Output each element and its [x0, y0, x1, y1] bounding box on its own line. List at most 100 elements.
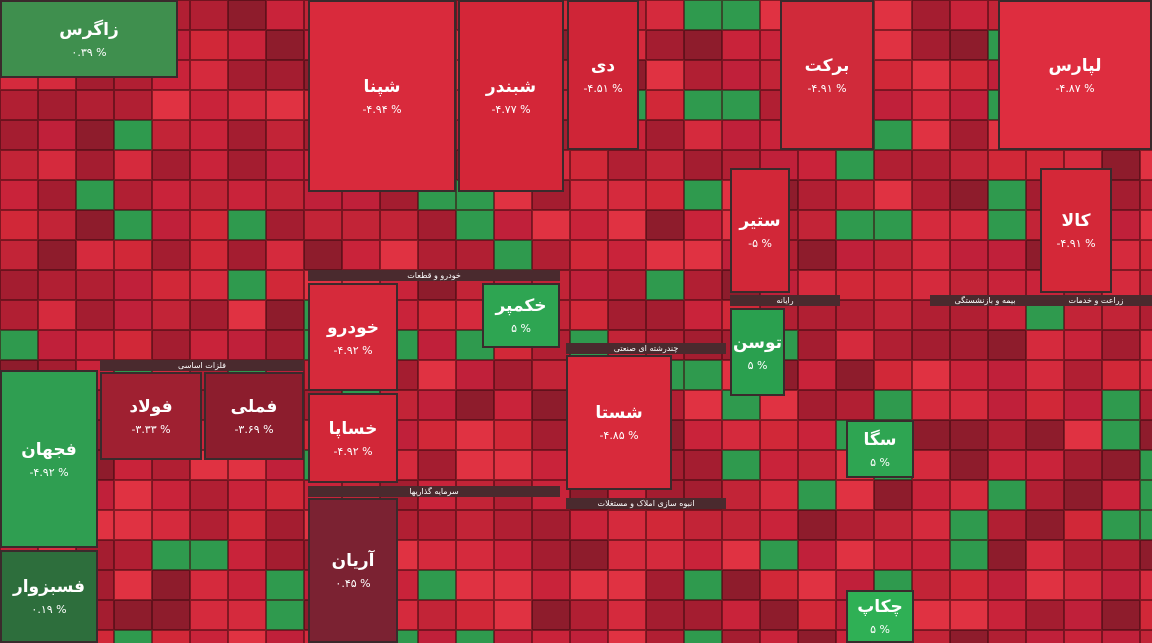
heat-cell	[418, 510, 456, 540]
heat-cell	[798, 150, 836, 180]
heat-cell	[874, 90, 912, 120]
heat-cell	[646, 30, 684, 60]
heat-cell	[1140, 450, 1152, 480]
heat-cell	[912, 30, 950, 60]
heat-cell	[190, 630, 228, 643]
heat-cell	[760, 450, 798, 480]
heat-cell	[608, 180, 646, 210]
heat-cell	[874, 510, 912, 540]
heat-cell	[570, 240, 608, 270]
heat-cell	[798, 360, 836, 390]
sector-label: انبوه سازی املاک و مستغلات	[566, 498, 726, 509]
change: ۵ %	[511, 322, 531, 335]
heat-cell	[760, 600, 798, 630]
heat-cell	[114, 150, 152, 180]
heat-cell	[190, 270, 228, 300]
heat-cell	[190, 120, 228, 150]
heat-cell	[418, 570, 456, 600]
heat-cell	[228, 540, 266, 570]
heat-cell	[874, 30, 912, 60]
ticker: خکمپر	[495, 296, 547, 316]
change: -۴.۹۲ %	[333, 343, 373, 357]
heat-cell	[190, 540, 228, 570]
heat-cell	[190, 30, 228, 60]
ticker: چکاپ	[857, 597, 903, 617]
heat-cell	[950, 570, 988, 600]
heat-cell	[874, 120, 912, 150]
heat-cell	[1064, 330, 1102, 360]
heat-cell	[798, 210, 836, 240]
heat-cell	[646, 300, 684, 330]
heat-cell	[722, 0, 760, 30]
heat-cell	[798, 420, 836, 450]
heat-cell	[874, 240, 912, 270]
heat-cell	[0, 180, 38, 210]
heat-cell	[950, 480, 988, 510]
heat-cell	[760, 510, 798, 540]
heat-cell	[912, 420, 950, 450]
heat-cell	[912, 240, 950, 270]
heat-cell	[114, 480, 152, 510]
heat-cell	[228, 30, 266, 60]
heat-cell	[722, 630, 760, 643]
heat-cell	[798, 510, 836, 540]
heat-cell	[494, 390, 532, 420]
heat-cell	[836, 150, 874, 180]
heat-cell	[646, 150, 684, 180]
stock-tile: لپارس -۴.۸۷ %	[998, 0, 1152, 150]
heat-cell	[266, 540, 304, 570]
heat-cell	[1140, 390, 1152, 420]
heat-cell	[722, 120, 760, 150]
heat-cell	[836, 360, 874, 390]
heat-cell	[950, 360, 988, 390]
heat-cell	[0, 150, 38, 180]
heat-cell	[760, 420, 798, 450]
heat-cell	[38, 180, 76, 210]
heat-cell	[418, 390, 456, 420]
stock-tile: شستا -۴.۸۵ %	[566, 355, 672, 490]
heat-cell	[190, 0, 228, 30]
heat-cell	[1026, 510, 1064, 540]
heat-cell	[266, 210, 304, 240]
heat-cell	[0, 210, 38, 240]
heat-cell	[152, 570, 190, 600]
heat-cell	[646, 120, 684, 150]
heat-cell	[646, 570, 684, 600]
heat-cell	[988, 420, 1026, 450]
heat-cell	[418, 420, 456, 450]
heat-cell	[722, 60, 760, 90]
heat-cell	[988, 330, 1026, 360]
heat-cell	[874, 360, 912, 390]
heat-cell	[114, 240, 152, 270]
heat-cell	[494, 420, 532, 450]
sector-label: بیمه و بازنشستگی	[930, 295, 1040, 306]
heat-cell	[912, 330, 950, 360]
heat-cell	[722, 90, 760, 120]
heat-cell	[190, 480, 228, 510]
heat-cell	[76, 120, 114, 150]
heat-cell	[950, 420, 988, 450]
heat-cell	[874, 180, 912, 210]
change: -۴.۵۱ %	[583, 81, 623, 95]
heat-cell	[912, 510, 950, 540]
stock-tile: برکت -۴.۹۱ %	[780, 0, 874, 150]
heat-cell	[494, 210, 532, 240]
heat-cell	[912, 360, 950, 390]
heat-cell	[798, 390, 836, 420]
change: -۳.۳۳ %	[131, 422, 171, 436]
stock-tile: فسبزوار ۰.۱۹ %	[0, 550, 98, 643]
heat-cell	[1064, 360, 1102, 390]
heat-cell	[76, 210, 114, 240]
sector-label: زراعت و خدمات	[1040, 295, 1152, 306]
heat-cell	[228, 150, 266, 180]
heat-cell	[1064, 480, 1102, 510]
heat-cell	[874, 270, 912, 300]
stock-tile: دی -۴.۵۱ %	[567, 0, 639, 150]
heat-cell	[798, 240, 836, 270]
heat-cell	[266, 0, 304, 30]
heat-cell	[532, 540, 570, 570]
heat-cell	[494, 570, 532, 600]
heat-cell	[228, 90, 266, 120]
heat-cell	[874, 210, 912, 240]
stock-tile: خودرو -۴.۹۲ %	[308, 283, 398, 391]
